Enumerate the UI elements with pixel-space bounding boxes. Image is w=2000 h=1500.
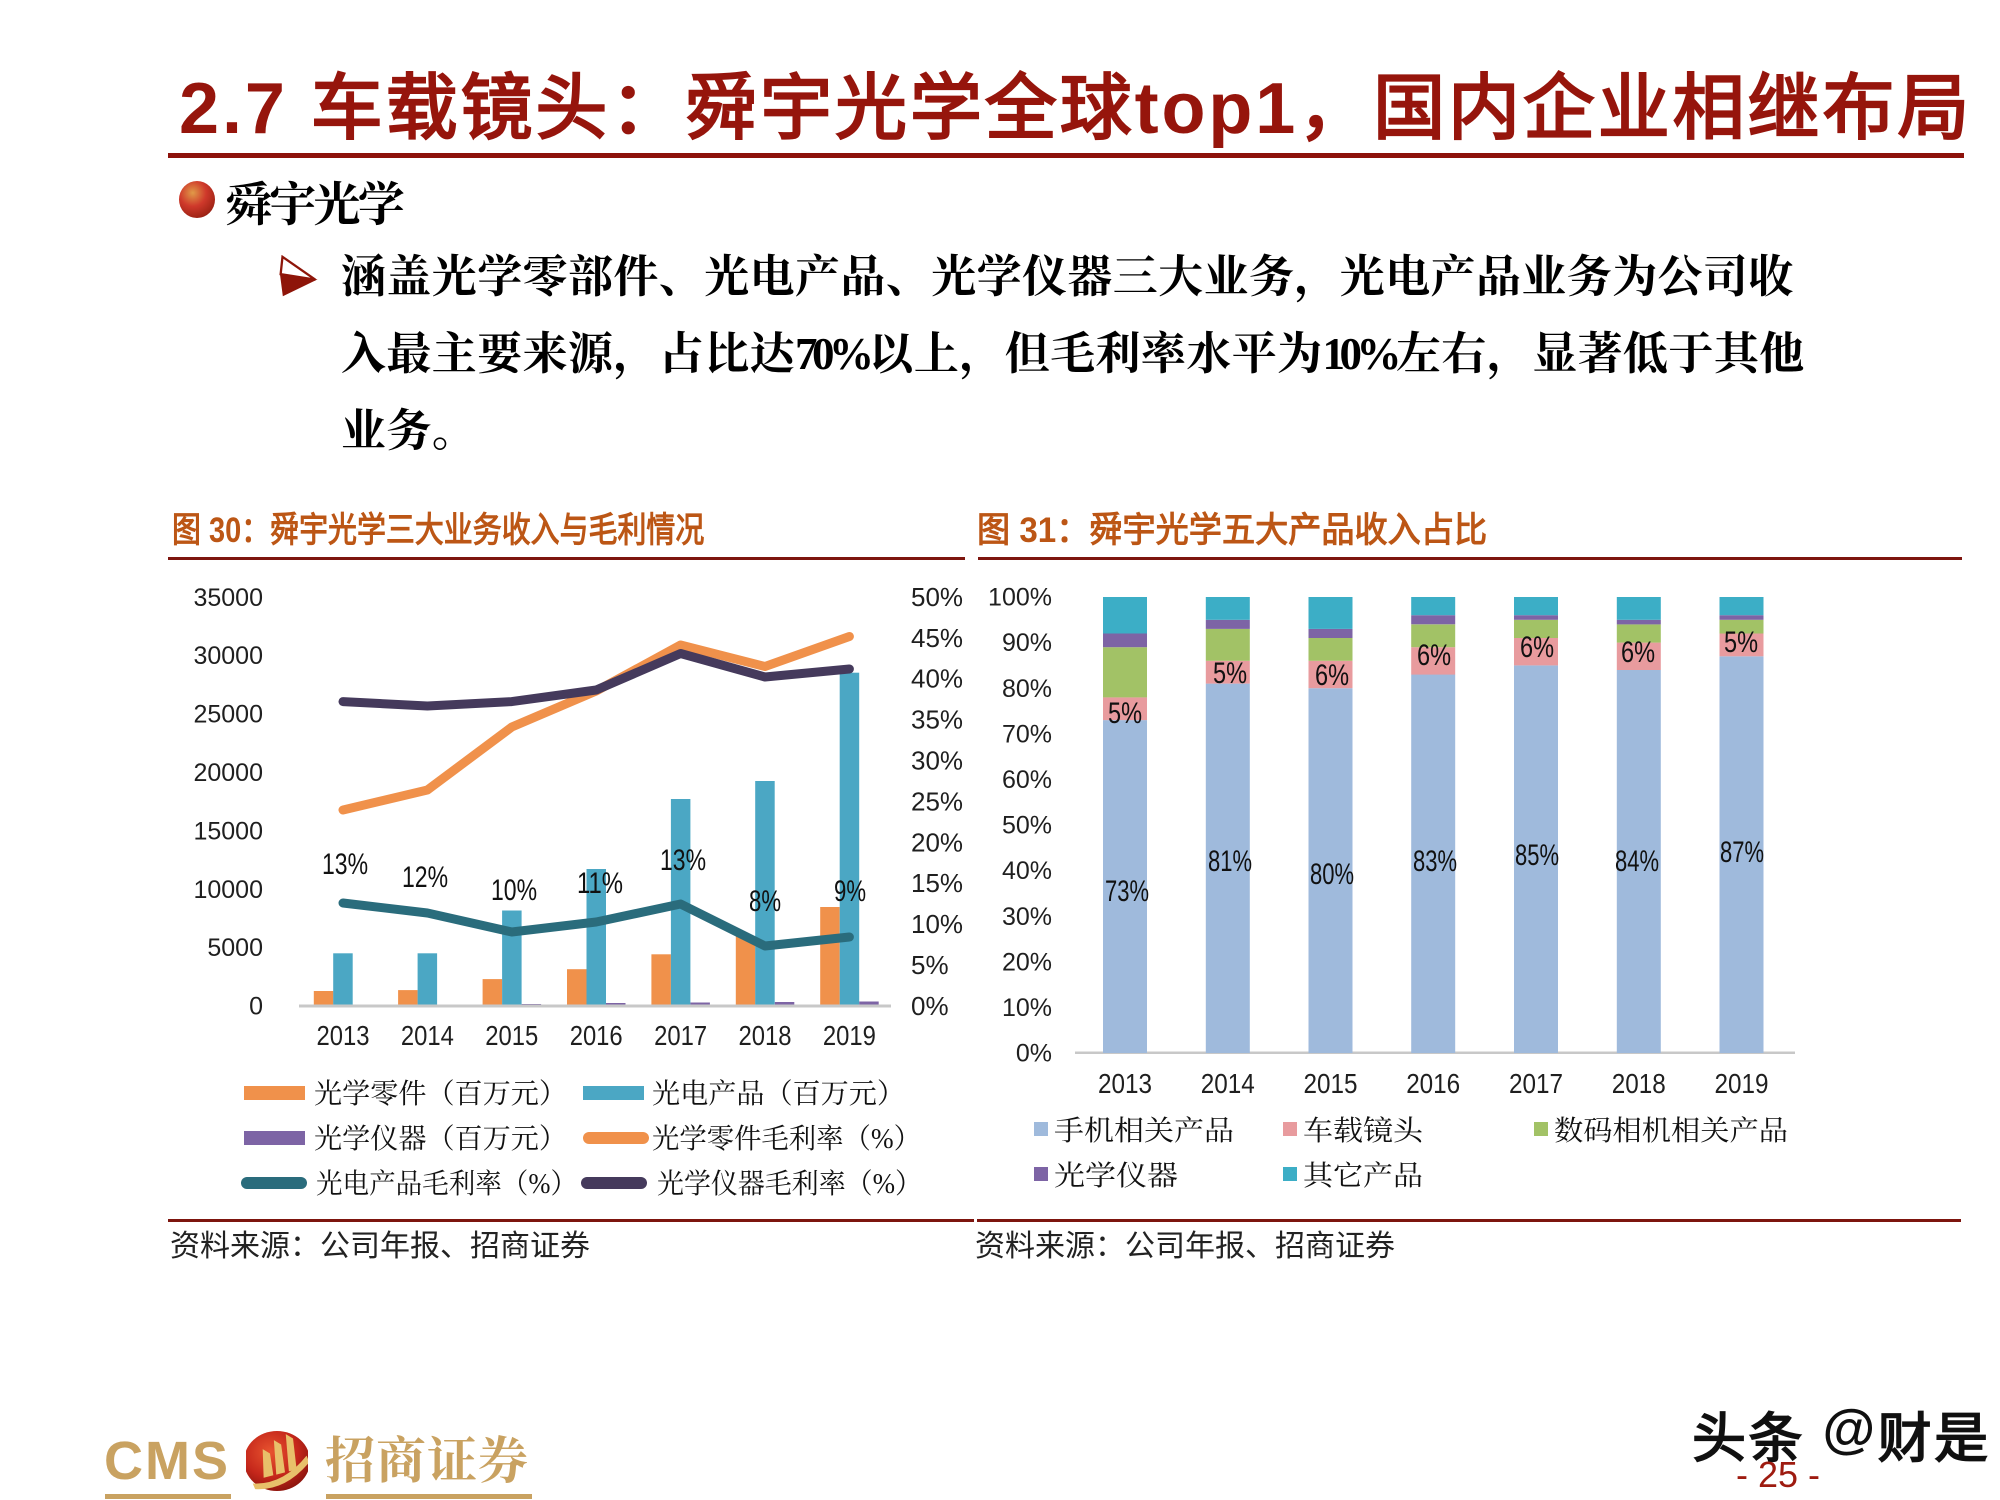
svg-text:2014: 2014 — [1201, 1068, 1255, 1099]
svg-text:11%: 11% — [577, 867, 623, 900]
svg-text:数码相机相关产品: 数码相机相关产品 — [1554, 1115, 1788, 1147]
svg-text:15%: 15% — [911, 868, 963, 898]
svg-text:9%: 9% — [834, 875, 866, 908]
svg-text:15000: 15000 — [193, 817, 263, 845]
svg-text:6%: 6% — [1417, 639, 1451, 672]
svg-text:光电产品（百万元）: 光电产品（百万元） — [652, 1078, 905, 1110]
svg-text:84%: 84% — [1615, 845, 1659, 878]
svg-text:35000: 35000 — [193, 584, 263, 612]
svg-text:2014: 2014 — [401, 1020, 454, 1051]
svg-text:2018: 2018 — [1612, 1068, 1666, 1099]
svg-text:5%: 5% — [1213, 657, 1247, 690]
svg-text:83%: 83% — [1413, 845, 1457, 878]
svg-text:70%: 70% — [1002, 720, 1052, 748]
svg-text:50%: 50% — [911, 582, 963, 612]
svg-text:30%: 30% — [1002, 903, 1052, 931]
svg-text:2017: 2017 — [1509, 1068, 1563, 1099]
svg-text:0%: 0% — [1016, 1040, 1052, 1068]
svg-text:光学零件（百万元）: 光学零件（百万元） — [314, 1078, 567, 1110]
svg-text:13%: 13% — [660, 844, 706, 877]
svg-text:2017: 2017 — [654, 1020, 707, 1051]
svg-text:13%: 13% — [322, 848, 368, 881]
svg-text:10000: 10000 — [193, 876, 263, 904]
svg-text:10%: 10% — [491, 874, 537, 907]
svg-text:2019: 2019 — [823, 1020, 876, 1051]
svg-text:5%: 5% — [911, 950, 949, 980]
svg-text:0: 0 — [249, 993, 263, 1021]
svg-text:6%: 6% — [1520, 631, 1554, 664]
svg-text:30%: 30% — [911, 745, 963, 775]
svg-text:10%: 10% — [911, 909, 963, 939]
svg-text:车载镜头: 车载镜头 — [1303, 1115, 1424, 1147]
svg-text:6%: 6% — [1315, 659, 1349, 692]
svg-text:100%: 100% — [988, 584, 1052, 612]
svg-text:85%: 85% — [1515, 839, 1559, 872]
svg-text:45%: 45% — [911, 623, 963, 653]
svg-text:90%: 90% — [1002, 629, 1052, 657]
svg-text:手机相关产品: 手机相关产品 — [1054, 1115, 1234, 1147]
svg-text:0%: 0% — [911, 991, 949, 1021]
svg-text:20000: 20000 — [193, 759, 263, 787]
svg-text:40%: 40% — [1002, 857, 1052, 885]
svg-text:8%: 8% — [749, 885, 781, 918]
svg-text:20%: 20% — [911, 827, 963, 857]
svg-text:35%: 35% — [911, 705, 963, 735]
svg-text:2018: 2018 — [739, 1020, 792, 1051]
svg-text:50%: 50% — [1002, 812, 1052, 840]
svg-text:87%: 87% — [1720, 836, 1764, 869]
svg-text:光学仪器（百万元）: 光学仪器（百万元） — [314, 1123, 567, 1155]
svg-text:2013: 2013 — [317, 1020, 370, 1051]
svg-text:10%: 10% — [1002, 994, 1052, 1022]
svg-text:2015: 2015 — [1304, 1068, 1358, 1099]
svg-text:2019: 2019 — [1715, 1068, 1769, 1099]
svg-text:光学零件毛利率（%）: 光学零件毛利率（%） — [652, 1123, 921, 1155]
svg-text:5%: 5% — [1724, 626, 1758, 659]
svg-text:2016: 2016 — [570, 1020, 623, 1051]
svg-text:80%: 80% — [1310, 858, 1354, 891]
svg-text:60%: 60% — [1002, 766, 1052, 794]
svg-text:5%: 5% — [1108, 697, 1142, 730]
svg-text:40%: 40% — [911, 664, 963, 694]
svg-text:2013: 2013 — [1098, 1068, 1152, 1099]
svg-text:25000: 25000 — [193, 701, 263, 729]
svg-text:12%: 12% — [402, 861, 448, 894]
svg-text:光学仪器毛利率（%）: 光学仪器毛利率（%） — [657, 1168, 922, 1200]
svg-text:其它产品: 其它产品 — [1303, 1160, 1423, 1192]
svg-text:25%: 25% — [911, 786, 963, 816]
svg-text:81%: 81% — [1208, 845, 1252, 878]
svg-text:6%: 6% — [1621, 636, 1655, 669]
svg-text:30000: 30000 — [193, 642, 263, 670]
svg-text:2015: 2015 — [485, 1020, 538, 1051]
svg-text:73%: 73% — [1105, 875, 1149, 908]
svg-text:20%: 20% — [1002, 948, 1052, 976]
svg-text:80%: 80% — [1002, 675, 1052, 703]
svg-text:2016: 2016 — [1406, 1068, 1460, 1099]
svg-text:5000: 5000 — [207, 934, 263, 962]
svg-text:光电产品毛利率（%）: 光电产品毛利率（%） — [316, 1168, 577, 1200]
svg-text:光学仪器: 光学仪器 — [1054, 1160, 1178, 1192]
